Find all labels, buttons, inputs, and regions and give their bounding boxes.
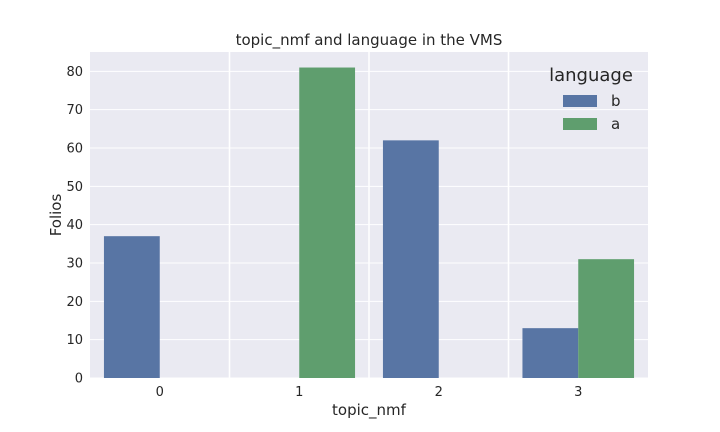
y-tick-label: 30: [66, 257, 83, 272]
bar-b-2: [382, 140, 439, 378]
y-tick-label: 0: [75, 372, 83, 387]
y-tick-label: 40: [66, 218, 83, 233]
y-axis-label: Folios: [47, 194, 65, 237]
y-tick-label: 50: [66, 180, 83, 195]
legend-swatch-a: [563, 118, 597, 130]
x-axis-label: topic_nmf: [332, 401, 407, 420]
x-tick-label: 1: [295, 385, 303, 400]
x-tick-label: 2: [435, 385, 443, 400]
legend-label: a: [611, 115, 620, 133]
gridlines: [90, 52, 648, 379]
legend-swatch-b: [563, 95, 597, 107]
bars: [103, 67, 635, 379]
x-axis-ticks: 0 1 2 3: [156, 385, 583, 400]
chart-title: topic_nmf and language in the VMS: [236, 31, 503, 50]
y-axis-ticks: 0 10 20 30 40 50 60 70 80: [66, 65, 83, 387]
x-tick-label: 0: [156, 385, 164, 400]
bar-a-3: [578, 259, 635, 378]
y-tick-label: 80: [66, 65, 83, 80]
bar-b-3: [522, 328, 579, 378]
x-tick-label: 3: [574, 385, 582, 400]
y-tick-label: 20: [66, 295, 83, 310]
legend: language ba: [549, 65, 633, 133]
legend-label: b: [611, 92, 621, 110]
legend-title: language: [549, 65, 633, 86]
bar-a-1: [299, 67, 356, 379]
y-tick-label: 70: [66, 103, 83, 118]
bar-b-0: [103, 236, 160, 378]
y-tick-label: 10: [66, 333, 83, 348]
y-tick-label: 60: [66, 142, 83, 157]
